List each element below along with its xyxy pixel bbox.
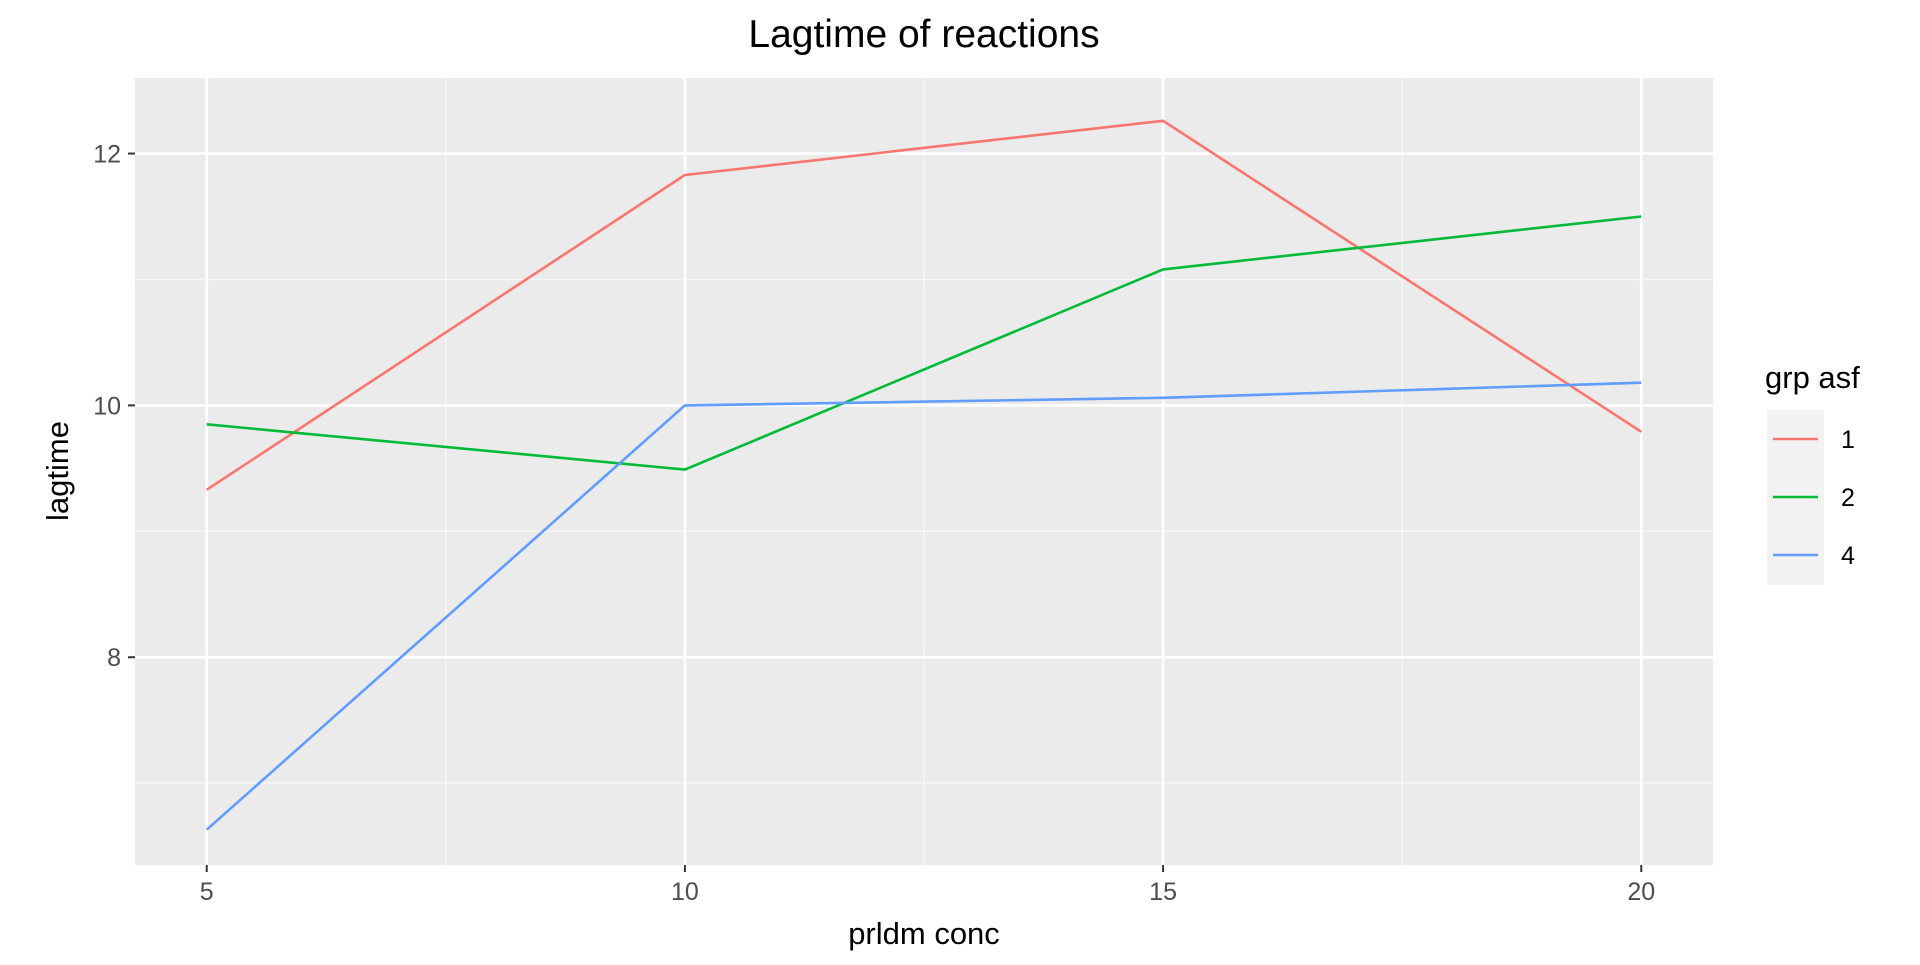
legend-title: grp asf [1765,360,1860,395]
legend-label-2: 2 [1841,484,1855,512]
legend-label-1: 1 [1841,426,1855,454]
x-tick-label: 20 [1627,878,1655,906]
y-tick-label: 12 [93,141,121,169]
y-tick-label: 10 [93,392,121,420]
axis-ticks [128,152,1643,872]
legend-label-4: 4 [1841,542,1855,570]
series-line-4 [205,381,1642,831]
series-lines [205,119,1643,831]
y-axis-tick-labels: 8 10 12 [93,141,121,673]
series-line-2 [206,215,1642,471]
legend: grp asf 1 2 4 [1765,360,1860,585]
major-gridlines [135,78,1713,865]
x-tick-label: 10 [671,878,699,906]
legend-items: 1 2 4 [1773,426,1855,570]
chart-title: Lagtime of reactions [748,13,1099,56]
x-axis-tick-labels: 5 10 15 20 [200,878,1655,906]
series-line-1 [205,119,1643,491]
y-tick-label: 8 [107,644,121,672]
x-tick-label: 5 [200,878,214,906]
y-axis-title: lagtime [40,421,75,521]
x-tick-label: 15 [1149,878,1177,906]
minor-gridlines [135,78,1713,865]
x-axis-title: prldm conc [848,916,1000,951]
